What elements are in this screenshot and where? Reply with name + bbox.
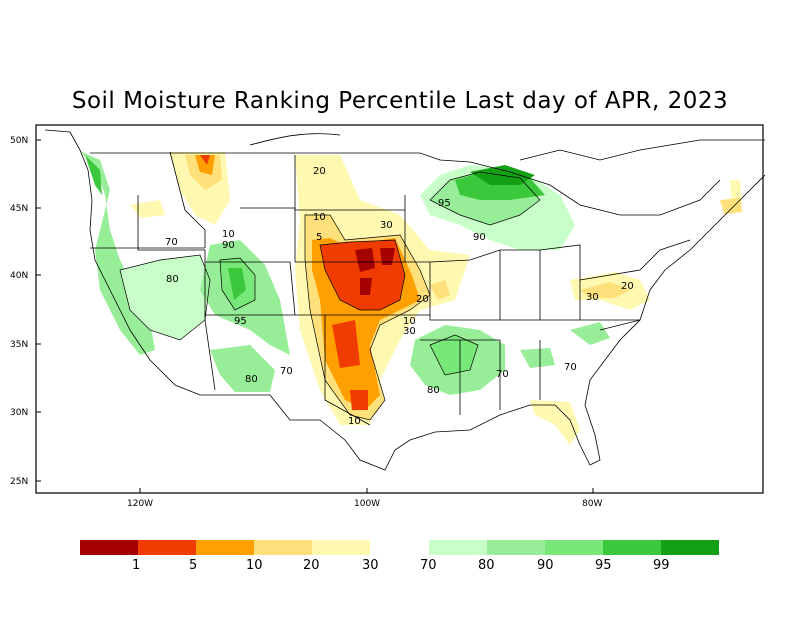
contour-label: 10 (222, 229, 235, 240)
legend-swatch (545, 540, 603, 555)
contour-label: 20 (313, 166, 326, 177)
lat-tick-label: 45N (10, 204, 28, 214)
legend-swatch (196, 540, 254, 555)
legend-swatch (661, 540, 719, 555)
contour-label: 30 (403, 326, 416, 337)
contour-label: 95 (438, 198, 451, 209)
lon-tick-label: 120W (127, 499, 153, 509)
contour-label: 20 (416, 294, 429, 305)
legend-label: 80 (478, 558, 495, 573)
legend-swatch (487, 540, 545, 555)
contour-label: 70 (280, 366, 293, 377)
contour-label: 30 (586, 292, 599, 303)
legend-label: 20 (303, 558, 320, 573)
contour-label: 10 (348, 416, 361, 427)
contour-label: 80 (245, 374, 258, 385)
contour-label: 80 (166, 274, 179, 285)
contour-label: 10 (313, 212, 326, 223)
legend-label: 90 (537, 558, 554, 573)
contour-label: 90 (222, 240, 235, 251)
lat-tick-label: 25N (10, 477, 28, 487)
map-title: Soil Moisture Ranking Percentile Last da… (71, 88, 729, 114)
legend-swatch (312, 540, 370, 555)
lon-tick-label: 100W (354, 499, 380, 509)
legend-swatch (254, 540, 312, 555)
lat-tick-label: 50N (10, 136, 28, 146)
legend-swatch (603, 540, 661, 555)
contour-label: 70 (165, 237, 178, 248)
lat-tick-label: 35N (10, 340, 28, 350)
wet-regions (78, 150, 610, 395)
legend-swatch (80, 540, 138, 555)
legend-label: 99 (653, 558, 670, 573)
legend-wet-bar (429, 540, 719, 555)
contour-label: 10 (403, 316, 416, 327)
contour-label: 90 (473, 232, 486, 243)
legend-swatch (429, 540, 487, 555)
legend-label: 1 (132, 558, 141, 573)
contour-label: 20 (621, 281, 634, 292)
contour-label: 70 (496, 369, 509, 380)
legend-dry-bar (80, 540, 370, 555)
contour-label: 30 (380, 220, 393, 231)
legend-label: 95 (595, 558, 612, 573)
legend-swatch (138, 540, 196, 555)
lat-tick-label: 30N (10, 408, 28, 418)
map-frame (35, 124, 764, 494)
legend-label: 30 (362, 558, 379, 573)
contours (119, 171, 541, 421)
lon-axis: 120W 100W 80W (127, 488, 602, 509)
lon-tick-label: 80W (582, 499, 602, 509)
contour-label: 70 (564, 362, 577, 373)
boundaries (44, 129, 766, 471)
lat-axis: 50N 45N 40N 35N 30N 25N (10, 136, 41, 487)
legend-label: 10 (246, 558, 263, 573)
dry-regions (130, 152, 742, 445)
contour-labels: 20 10 5 30 10 20 10 30 10 95 90 80 90 70… (165, 166, 634, 427)
legend-label: 5 (189, 558, 198, 573)
contour-label: 80 (427, 385, 440, 396)
lat-tick-label: 40N (10, 271, 28, 281)
legend-label: 70 (420, 558, 437, 573)
contour-label: 5 (316, 232, 322, 243)
contour-label: 95 (234, 316, 247, 327)
